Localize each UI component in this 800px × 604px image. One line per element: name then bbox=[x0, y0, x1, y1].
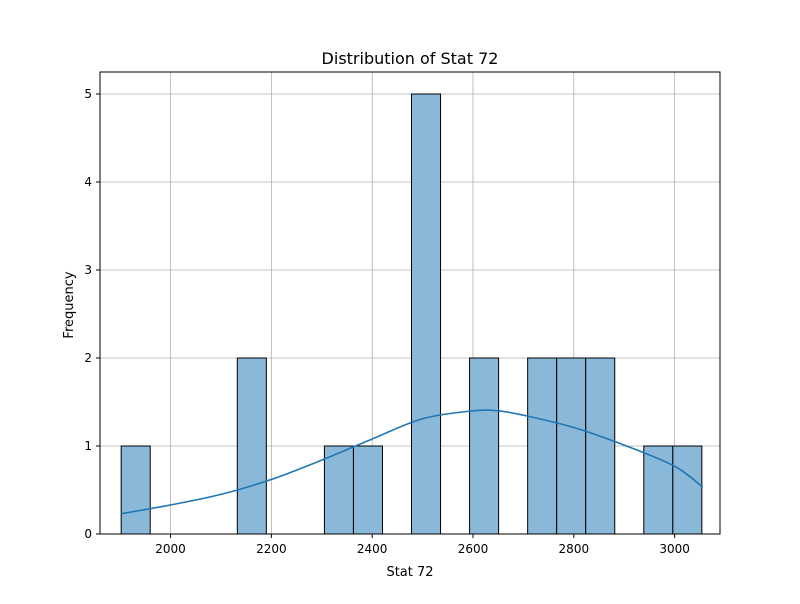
histogram-bar bbox=[556, 357, 587, 535]
histogram-bar bbox=[672, 445, 703, 535]
x-tick-label: 2000 bbox=[155, 542, 186, 556]
histogram-bar bbox=[236, 357, 267, 535]
y-tick-label: 4 bbox=[84, 175, 92, 189]
histogram-bar bbox=[323, 445, 354, 535]
grid-lines bbox=[100, 72, 720, 535]
x-axis-ticks: 2000 2200 2400 2600 2800 3000 bbox=[155, 534, 690, 556]
x-tick-label: 2600 bbox=[458, 542, 489, 556]
chart-title: Distribution of Stat 72 bbox=[322, 49, 499, 68]
histogram-bar bbox=[120, 445, 151, 535]
y-tick-label: 5 bbox=[84, 87, 92, 101]
x-tick-label: 2200 bbox=[256, 542, 287, 556]
x-tick-label: 2400 bbox=[357, 542, 388, 556]
x-tick-label: 3000 bbox=[659, 542, 690, 556]
y-tick-label: 3 bbox=[84, 263, 92, 277]
kde-curve bbox=[121, 409, 704, 515]
y-axis-ticks: 0 1 2 3 4 5 bbox=[84, 87, 100, 541]
y-tick-label: 2 bbox=[84, 351, 92, 365]
histogram-bar bbox=[352, 445, 383, 535]
y-tick-label: 1 bbox=[84, 439, 92, 453]
x-axis-label: Stat 72 bbox=[386, 565, 433, 580]
x-tick-label: 2800 bbox=[559, 542, 590, 556]
y-axis-label: Frequency bbox=[62, 271, 77, 338]
histogram-bar bbox=[527, 357, 558, 535]
histogram-bar bbox=[469, 357, 500, 535]
y-tick-label: 0 bbox=[84, 527, 92, 541]
histogram-bar bbox=[411, 93, 442, 535]
plot-frame bbox=[99, 71, 721, 535]
histogram-bars bbox=[120, 93, 703, 535]
histogram-bar bbox=[585, 357, 616, 535]
